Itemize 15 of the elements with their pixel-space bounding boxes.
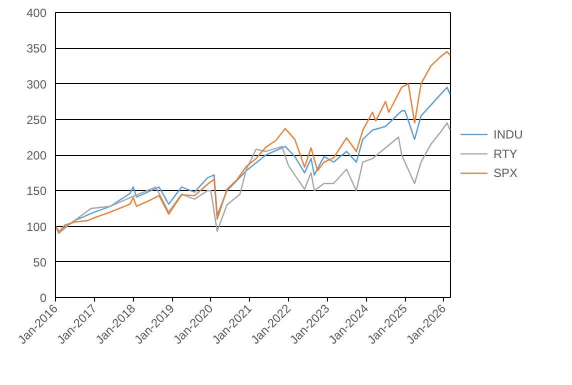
y-tick-label: 250 bbox=[26, 112, 47, 127]
y-tick-label: 0 bbox=[40, 291, 47, 305]
y-tick-label: 400 bbox=[26, 6, 47, 20]
y-tick-label: 150 bbox=[26, 184, 47, 198]
y-tick-label: 300 bbox=[26, 77, 47, 92]
legend-label: SPX bbox=[494, 166, 518, 180]
legend-label: INDU bbox=[494, 127, 523, 142]
line-series bbox=[56, 86, 450, 232]
y-tick-label: 200 bbox=[26, 148, 47, 162]
legend-label: RTY bbox=[494, 146, 518, 161]
line-series bbox=[56, 51, 450, 233]
line-series bbox=[56, 122, 450, 234]
y-tick-label: 100 bbox=[26, 220, 47, 234]
y-tick-label: 50 bbox=[33, 255, 47, 270]
y-tick-label: 350 bbox=[26, 42, 47, 56]
